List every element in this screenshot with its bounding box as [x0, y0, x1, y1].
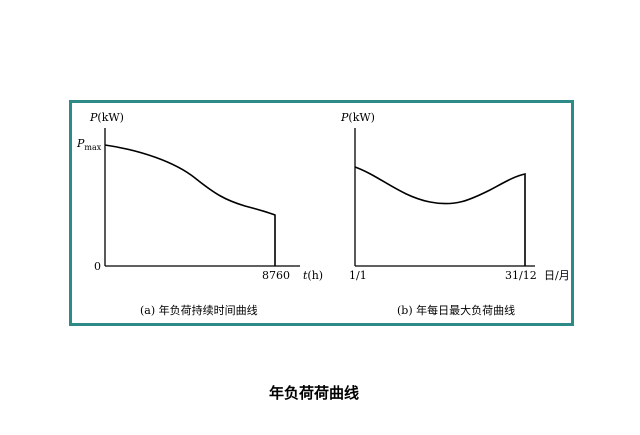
panel-a-load-duration-curve [104, 144, 276, 266]
panel-a-x-axis-label: t(h) [303, 269, 323, 282]
panel-b-x-end-label: 31/12 [505, 269, 537, 282]
panel-b-x-start-label: 1/1 [349, 269, 367, 282]
panel-b-caption: (b) 年每日最大负荷曲线 [397, 303, 515, 317]
figure-title: 年负荷荷曲线 [269, 384, 360, 402]
panel-b: P(kW) 1/1 31/12 日/月 (b) 年每日最大负荷曲线 [340, 111, 570, 317]
panel-b-x-axis-label: 日/月 [544, 269, 570, 282]
panel-a-x-end-label: 8760 [262, 269, 290, 282]
panel-b-y-label: P(kW) [340, 111, 375, 124]
panel-b-daily-max-curve [354, 166, 526, 266]
panel-a-origin-label: 0 [94, 260, 101, 273]
panel-a-caption: (a) 年负荷持续时间曲线 [140, 303, 258, 317]
panel-a: P(kW) Pmax 0 8760 t(h) (a) 年负荷持续时间曲线 [76, 111, 323, 317]
panel-a-pmax-label: Pmax [76, 137, 102, 152]
panel-a-y-label: P(kW) [89, 111, 124, 124]
figure-frame [69, 100, 574, 326]
